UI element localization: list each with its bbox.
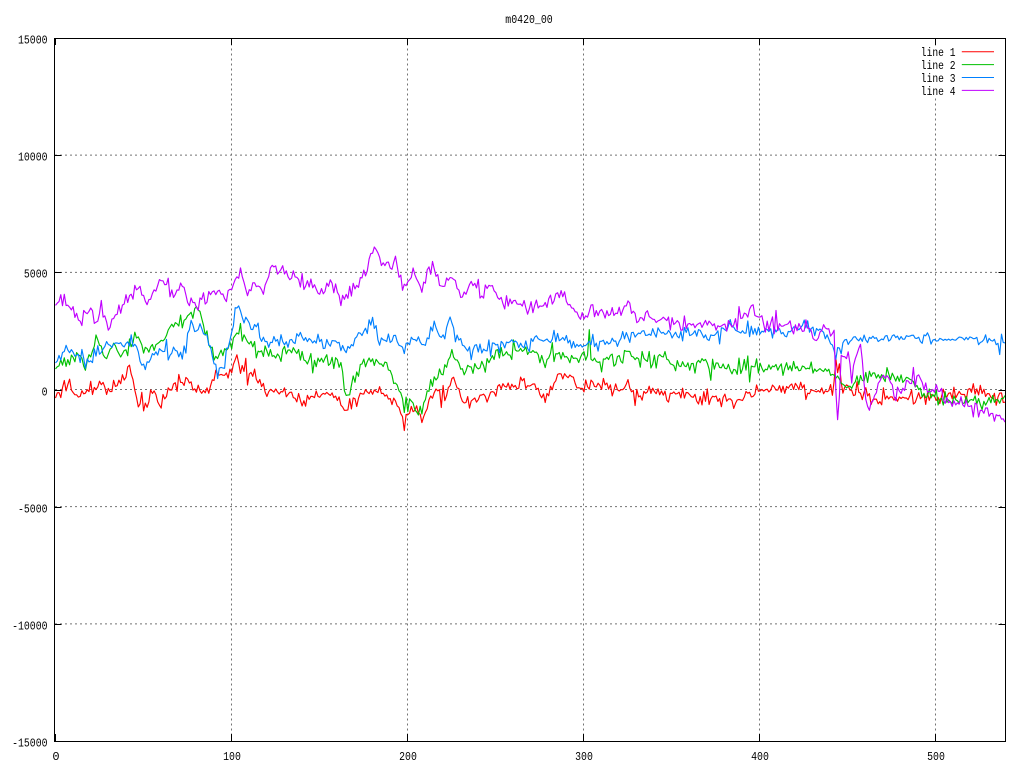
svg-text:line 3: line 3	[921, 72, 956, 86]
svg-text:-15000: -15000	[12, 736, 47, 750]
svg-text:500: 500	[927, 750, 945, 764]
svg-text:line 2: line 2	[921, 59, 956, 73]
svg-text:0: 0	[42, 385, 48, 399]
svg-text:line 4: line 4	[921, 85, 956, 99]
svg-text:200: 200	[399, 750, 417, 764]
svg-text:m0420_00: m0420_00	[505, 13, 552, 27]
svg-text:10000: 10000	[18, 150, 48, 164]
svg-text:400: 400	[751, 750, 769, 764]
svg-text:5000: 5000	[24, 267, 48, 281]
svg-text:300: 300	[575, 750, 593, 764]
svg-text:-10000: -10000	[12, 619, 47, 633]
svg-text:-5000: -5000	[18, 502, 48, 516]
svg-text:100: 100	[223, 750, 241, 764]
svg-text:line 1: line 1	[921, 46, 956, 60]
svg-text:0: 0	[52, 750, 59, 764]
svg-text:15000: 15000	[18, 33, 48, 47]
